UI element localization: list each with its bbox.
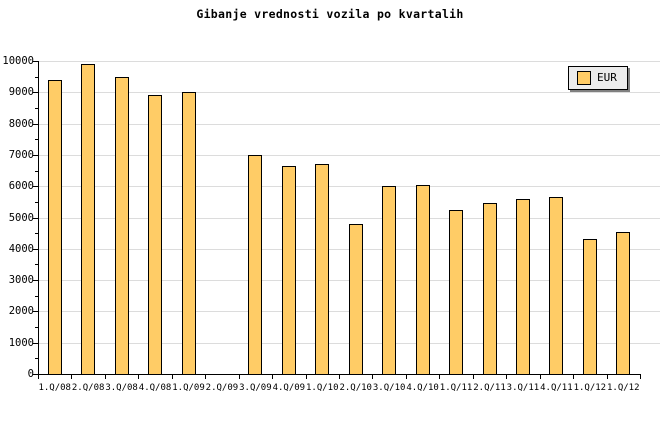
gridline <box>39 217 660 219</box>
y-axis-major-tick <box>33 280 38 282</box>
bar-3q10 <box>382 186 397 374</box>
y-axis-label: 8000 <box>8 117 34 130</box>
y-axis-minor-tick <box>35 295 38 297</box>
bar-1q12 <box>616 231 631 374</box>
x-axis-label: 4.Q/09 <box>272 383 306 393</box>
y-axis-minor-tick <box>35 327 38 329</box>
y-axis-label: 5000 <box>8 211 34 224</box>
x-axis-label: 2.Q/11 <box>473 383 506 393</box>
chart-title: Gibanje vrednosti vozila po kvartalih <box>196 7 464 21</box>
x-axis-tick <box>272 375 274 379</box>
bar-3q09 <box>248 154 263 374</box>
x-axis-tick <box>238 375 240 379</box>
y-axis-major-tick <box>33 92 38 94</box>
legend: EUR <box>568 66 628 90</box>
y-axis-minor-tick <box>35 139 38 141</box>
y-axis-major-tick <box>33 374 38 375</box>
x-axis-label: 4.Q/10 <box>406 383 439 393</box>
x-axis-label: 3.Q/09 <box>239 383 272 393</box>
y-axis-label: 9000 <box>8 86 34 99</box>
x-axis-label: 1.Q/12 <box>573 383 607 393</box>
bar-2q08 <box>81 64 96 374</box>
y-axis-label: 0 <box>27 368 34 380</box>
gridline <box>39 92 660 94</box>
x-axis-tick <box>439 375 441 379</box>
y-axis-major-tick <box>33 248 38 250</box>
x-axis-label: 4.Q/11 <box>540 383 573 393</box>
x-axis-label: 2.Q/10 <box>339 383 372 393</box>
y-axis-label: 2000 <box>8 305 34 318</box>
y-axis-line <box>38 61 39 375</box>
y-axis-major-tick <box>33 311 38 313</box>
x-axis-label: 1.Q/09 <box>172 383 205 393</box>
x-axis-tick <box>205 375 207 379</box>
x-axis-tick <box>305 375 307 379</box>
bar-2q11 <box>482 203 497 374</box>
gridline <box>39 123 660 125</box>
y-axis-major-tick <box>33 154 38 156</box>
x-axis-label: 2.Q/09 <box>205 383 239 393</box>
y-axis-minor-tick <box>35 264 38 266</box>
y-axis-label: 4000 <box>8 242 34 255</box>
x-axis-label: 2.Q/08 <box>71 383 105 393</box>
gridline <box>39 61 660 62</box>
bar-3q11 <box>515 198 530 374</box>
x-axis-tick <box>573 375 575 379</box>
bar-1q12 <box>582 239 597 374</box>
bar-3q08 <box>114 76 129 374</box>
x-axis-tick <box>640 375 641 379</box>
x-axis-label: 3.Q/11 <box>506 383 540 393</box>
y-axis-label: 1000 <box>8 336 34 349</box>
y-axis-major-tick <box>33 123 38 125</box>
gridline <box>39 154 660 156</box>
x-axis-tick <box>171 375 173 379</box>
x-axis-tick <box>71 375 73 379</box>
bar-1q11 <box>449 209 464 374</box>
x-axis-tick <box>138 375 140 379</box>
y-axis-minor-tick <box>35 201 38 203</box>
x-axis-label: 1.Q/12 <box>607 383 640 393</box>
y-axis-label: 10000 <box>2 55 34 67</box>
bar-2q10 <box>348 223 363 374</box>
x-axis-label: 3.Q/08 <box>105 383 138 393</box>
y-axis-minor-tick <box>35 233 38 235</box>
x-axis-label: 1.Q/10 <box>306 383 339 393</box>
y-axis-major-tick <box>33 217 38 219</box>
x-axis-tick <box>339 375 340 379</box>
x-axis-tick <box>104 375 106 379</box>
x-axis-tick <box>506 375 508 379</box>
bar-1q08 <box>47 79 62 374</box>
x-axis-tick <box>606 375 608 379</box>
gridline <box>39 186 660 188</box>
x-axis-tick <box>372 375 374 379</box>
x-axis-label: 1.Q/08 <box>38 383 71 393</box>
bar-4q11 <box>549 197 564 374</box>
bar-1q09 <box>181 92 196 374</box>
y-axis-minor-tick <box>35 170 38 172</box>
bar-4q08 <box>148 95 163 374</box>
y-axis-major-tick <box>33 186 38 188</box>
y-axis-major-tick <box>33 61 38 62</box>
x-axis-label: 4.Q/08 <box>138 383 172 393</box>
x-axis-label: 1.Q/11 <box>439 383 473 393</box>
x-axis-tick <box>405 375 407 379</box>
y-axis-label: 7000 <box>8 148 34 161</box>
x-axis-tick <box>539 375 541 379</box>
x-axis-tick <box>38 375 39 379</box>
bar-1q10 <box>315 164 330 374</box>
eur-series-swatch-icon <box>577 71 591 85</box>
legend-label: EUR <box>597 71 617 84</box>
x-axis-label: 3.Q/10 <box>372 383 406 393</box>
x-axis-tick <box>472 375 474 379</box>
y-axis-minor-tick <box>35 107 38 109</box>
y-axis-minor-tick <box>35 358 38 360</box>
y-axis-label: 3000 <box>8 274 34 287</box>
x-axis-line <box>38 374 641 375</box>
bar-4q09 <box>281 165 296 374</box>
y-axis-minor-tick <box>35 76 38 78</box>
y-axis-major-tick <box>33 342 38 344</box>
bar-4q10 <box>415 184 430 374</box>
y-axis-label: 6000 <box>8 180 34 193</box>
